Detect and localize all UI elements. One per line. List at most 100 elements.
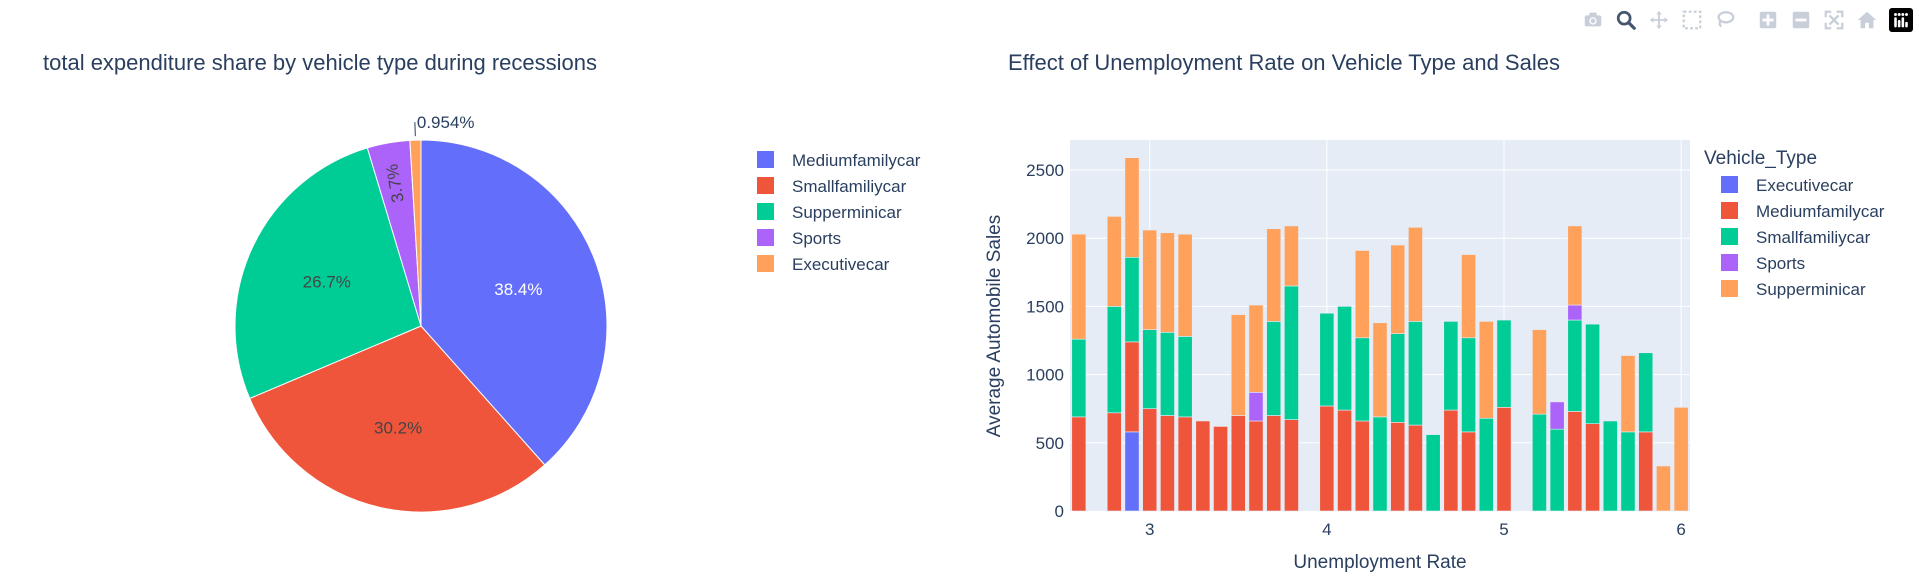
bar-segment-supperminicar[interactable] <box>1354 250 1370 339</box>
bar-segment-supperminicar[interactable] <box>1160 232 1175 333</box>
bar-segment-smallfamiliycar[interactable] <box>1461 337 1476 433</box>
bar-legend-item-mediumfamilycar[interactable]: Mediumfamilycar <box>1721 202 1885 221</box>
bar-segment-smallfamiliycar[interactable] <box>1372 416 1388 512</box>
bar-segment-smallfamiliycar[interactable] <box>1124 257 1140 343</box>
bar-segment-mediumfamilycar[interactable] <box>1354 420 1370 512</box>
bar-segment-supperminicar[interactable] <box>1177 233 1193 337</box>
bar-segment-mediumfamilycar[interactable] <box>1319 405 1335 512</box>
bar-segment-supperminicar[interactable] <box>1673 407 1689 512</box>
bar-segment-mediumfamilycar[interactable] <box>1230 415 1246 512</box>
bar-segment-mediumfamilycar[interactable] <box>1124 341 1140 433</box>
pie-legend-item-supperminicar[interactable]: Supperminicar <box>757 203 902 222</box>
bar-segment-supperminicar[interactable] <box>1656 465 1671 512</box>
bar-segment-mediumfamilycar[interactable] <box>1248 420 1264 512</box>
bar-segment-supperminicar[interactable] <box>1284 225 1299 287</box>
bar-legend-item-supperminicar[interactable]: Supperminicar <box>1721 280 1866 299</box>
bar-segment-smallfamiliycar[interactable] <box>1638 352 1654 433</box>
bar-legend-item-executivecar[interactable]: Executivecar <box>1721 176 1854 195</box>
bar-segment-sports[interactable] <box>1567 304 1583 321</box>
bar-segment-smallfamiliycar[interactable] <box>1602 420 1618 512</box>
zoom-icon[interactable] <box>1611 6 1640 34</box>
bar-segment-smallfamiliycar[interactable] <box>1532 413 1547 512</box>
autoscale-icon[interactable] <box>1819 6 1848 34</box>
bar-segment-sports[interactable] <box>1549 401 1565 430</box>
pie-legend-item-smallfamiliycar[interactable]: Smallfamiliycar <box>757 177 907 196</box>
pie-slice-smallfamiliycar[interactable] <box>249 325 546 513</box>
bar-segment-mediumfamilycar[interactable] <box>1496 407 1512 512</box>
bar-segment-supperminicar[interactable] <box>1266 228 1282 322</box>
bar-segment-supperminicar[interactable] <box>1532 329 1547 415</box>
bar-segment-mediumfamilycar[interactable] <box>1142 408 1158 512</box>
bar-segment-mediumfamilycar[interactable] <box>1213 426 1228 512</box>
bar-segment-supperminicar[interactable] <box>1372 322 1388 418</box>
bar-segment-supperminicar[interactable] <box>1390 244 1406 334</box>
bar-segment-mediumfamilycar[interactable] <box>1390 422 1406 512</box>
bar-segment-executivecar[interactable] <box>1124 431 1140 512</box>
bar-segment-smallfamiliycar[interactable] <box>1071 338 1087 418</box>
modebar <box>1578 6 1913 34</box>
pie-slice-supperminicar[interactable] <box>234 147 422 400</box>
bar-segment-mediumfamilycar[interactable] <box>1195 420 1211 512</box>
bar-segment-smallfamiliycar[interactable] <box>1567 319 1583 412</box>
bar-segment-mediumfamilycar[interactable] <box>1160 415 1175 512</box>
bar-segment-supperminicar[interactable] <box>1230 314 1246 416</box>
pie-slice-mediumfamilycar[interactable] <box>420 139 608 466</box>
bar-segment-mediumfamilycar[interactable] <box>1266 415 1282 512</box>
bar-segment-mediumfamilycar[interactable] <box>1071 416 1087 512</box>
bar-segment-supperminicar[interactable] <box>1142 229 1158 330</box>
bar-segment-supperminicar[interactable] <box>1461 254 1476 339</box>
bar-segment-mediumfamilycar[interactable] <box>1284 419 1299 512</box>
bar-segment-supperminicar[interactable] <box>1071 233 1087 340</box>
bar-segment-mediumfamilycar[interactable] <box>1408 424 1423 512</box>
camera-icon[interactable] <box>1578 6 1607 34</box>
bar-segment-mediumfamilycar[interactable] <box>1638 431 1654 512</box>
bar-segment-smallfamiliycar[interactable] <box>1354 337 1370 422</box>
box-select-icon[interactable] <box>1677 6 1706 34</box>
bar-segment-mediumfamilycar[interactable] <box>1461 431 1476 512</box>
bar-segment-supperminicar[interactable] <box>1620 355 1636 433</box>
bar-segment-smallfamiliycar[interactable] <box>1106 306 1122 414</box>
pie-legend-item-executivecar[interactable]: Executivecar <box>757 255 890 274</box>
bar-segment-smallfamiliycar[interactable] <box>1337 306 1352 411</box>
bar-segment-mediumfamilycar[interactable] <box>1337 409 1352 512</box>
bar-segment-mediumfamilycar[interactable] <box>1585 423 1600 512</box>
bar-segment-smallfamiliycar[interactable] <box>1478 417 1494 512</box>
reset-axes-icon[interactable] <box>1852 6 1881 34</box>
bar-segment-supperminicar[interactable] <box>1567 225 1583 306</box>
bar-segment-supperminicar[interactable] <box>1478 321 1494 419</box>
pie-slice-executivecar[interactable] <box>409 139 422 327</box>
bar-segment-smallfamiliycar[interactable] <box>1585 323 1600 425</box>
bar-segment-smallfamiliycar[interactable] <box>1142 329 1158 410</box>
bar-segment-supperminicar[interactable] <box>1106 216 1122 307</box>
pie-chart[interactable]: 38.4%30.2%26.7%3.7%0.954% <box>234 113 608 513</box>
zoom-out-icon[interactable] <box>1786 6 1815 34</box>
bar-segment-sports[interactable] <box>1248 392 1264 422</box>
bar-segment-smallfamiliycar[interactable] <box>1496 319 1512 408</box>
bar-segment-mediumfamilycar[interactable] <box>1106 412 1122 512</box>
bar-segment-smallfamiliycar[interactable] <box>1443 321 1459 411</box>
pan-icon[interactable] <box>1644 6 1673 34</box>
bar-segment-smallfamiliycar[interactable] <box>1549 428 1565 512</box>
bar-segment-supperminicar[interactable] <box>1408 226 1423 322</box>
bar-segment-smallfamiliycar[interactable] <box>1425 434 1441 512</box>
bar-segment-smallfamiliycar[interactable] <box>1319 312 1335 407</box>
pie-legend-item-sports[interactable]: Sports <box>757 229 841 248</box>
pie-legend-item-mediumfamilycar[interactable]: Mediumfamilycar <box>757 151 921 170</box>
bar-legend-item-sports[interactable]: Sports <box>1721 254 1805 273</box>
bar-segment-smallfamiliycar[interactable] <box>1390 333 1406 423</box>
bar-segment-supperminicar[interactable] <box>1248 304 1264 393</box>
lasso-select-icon[interactable] <box>1710 6 1739 34</box>
plotly-logo-icon[interactable] <box>1889 8 1913 32</box>
bar-segment-smallfamiliycar[interactable] <box>1408 321 1423 426</box>
bar-segment-mediumfamilycar[interactable] <box>1177 416 1193 512</box>
bar-legend-item-smallfamiliycar[interactable]: Smallfamiliycar <box>1721 228 1871 247</box>
bar-segment-mediumfamilycar[interactable] <box>1443 409 1459 512</box>
zoom-in-icon[interactable] <box>1753 6 1782 34</box>
bar-segment-smallfamiliycar[interactable] <box>1284 285 1299 420</box>
bar-segment-supperminicar[interactable] <box>1124 157 1140 258</box>
bar-segment-mediumfamilycar[interactable] <box>1567 411 1583 512</box>
bar-segment-smallfamiliycar[interactable] <box>1620 431 1636 512</box>
bar-segment-smallfamiliycar[interactable] <box>1160 332 1175 416</box>
bar-segment-smallfamiliycar[interactable] <box>1177 336 1193 418</box>
bar-segment-smallfamiliycar[interactable] <box>1266 321 1282 416</box>
